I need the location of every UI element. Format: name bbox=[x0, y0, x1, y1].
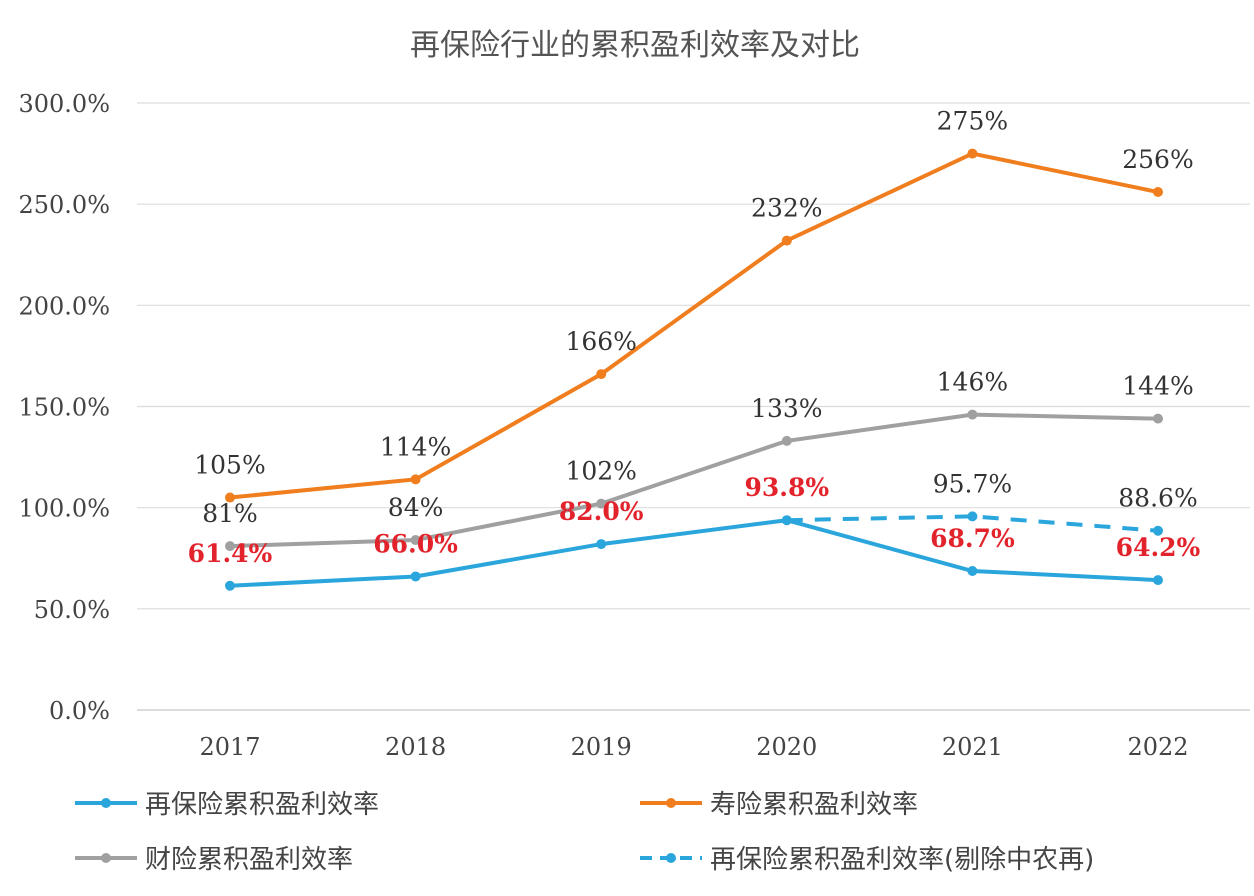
data-point bbox=[596, 369, 607, 380]
y-tick-label: 100.0% bbox=[18, 495, 110, 523]
y-tick-label: 200.0% bbox=[18, 292, 110, 320]
y-tick-label: 50.0% bbox=[34, 596, 110, 624]
y-tick-label: 150.0% bbox=[18, 394, 110, 422]
data-label: 95.7% bbox=[933, 469, 1012, 498]
legend-item: 寿险累积盈利效率 bbox=[640, 790, 918, 820]
legend-marker-icon bbox=[666, 798, 676, 808]
series-line bbox=[786, 514, 1159, 533]
data-label: 81% bbox=[202, 499, 258, 528]
data-label: 166% bbox=[565, 327, 636, 356]
data-point bbox=[225, 541, 235, 552]
legend-marker-icon bbox=[101, 853, 111, 863]
data-label: 114% bbox=[380, 432, 451, 461]
data-point bbox=[1153, 413, 1163, 424]
data-label: 105% bbox=[194, 451, 265, 480]
series-line bbox=[229, 151, 1159, 500]
data-label: 256% bbox=[1122, 145, 1193, 174]
legend-item: 财险累积盈利效率 bbox=[75, 845, 353, 875]
data-point bbox=[225, 492, 235, 503]
legend-item: 再保险累积盈利效率(剔除中农再) bbox=[640, 845, 1094, 875]
series-line bbox=[229, 518, 1159, 588]
data-label: 93.8% bbox=[744, 473, 829, 502]
x-tick-label: 2021 bbox=[942, 733, 1003, 761]
data-label: 64.2% bbox=[1116, 533, 1201, 562]
legend-label: 再保险累积盈利效率(剔除中农再) bbox=[710, 845, 1094, 875]
data-point bbox=[410, 571, 421, 582]
legend-label: 财险累积盈利效率 bbox=[145, 845, 353, 875]
x-tick-label: 2018 bbox=[385, 733, 446, 761]
y-tick-label: 250.0% bbox=[18, 191, 110, 219]
x-tick-label: 2017 bbox=[199, 733, 260, 761]
x-tick-label: 2022 bbox=[1127, 733, 1188, 761]
data-point bbox=[967, 511, 978, 522]
data-point bbox=[1153, 525, 1163, 536]
legend-label: 再保险累积盈利效率 bbox=[145, 790, 379, 820]
y-tick-label: 300.0% bbox=[18, 90, 110, 118]
legend-marker-icon bbox=[666, 853, 676, 863]
x-axis-ticks: 2017 2018 2019 2020 2021 2022 bbox=[199, 733, 1188, 761]
data-label: 68.7% bbox=[930, 524, 1015, 553]
data-label: 88.6% bbox=[1118, 484, 1197, 513]
data-point bbox=[596, 498, 607, 509]
data-point bbox=[1153, 575, 1163, 586]
data-label: 66.0% bbox=[373, 529, 458, 558]
x-tick-label: 2020 bbox=[756, 733, 817, 761]
data-point bbox=[225, 580, 235, 591]
data-label: 84% bbox=[388, 493, 444, 522]
data-point bbox=[596, 539, 607, 550]
series-line bbox=[229, 412, 1159, 549]
data-point bbox=[967, 409, 978, 420]
legend-item: 再保险累积盈利效率 bbox=[75, 790, 379, 820]
data-label: 232% bbox=[751, 194, 822, 223]
data-label: 102% bbox=[565, 457, 636, 486]
y-tick-label: 0.0% bbox=[49, 697, 110, 725]
data-point bbox=[1153, 187, 1163, 198]
data-point bbox=[410, 535, 421, 546]
series-lines bbox=[225, 148, 1163, 591]
data-label: 133% bbox=[751, 394, 822, 423]
chart-title: 再保险行业的累积盈利效率及对比 bbox=[410, 28, 860, 63]
legend-label: 寿险累积盈利效率 bbox=[710, 790, 918, 820]
x-tick-label: 2019 bbox=[571, 733, 632, 761]
data-point bbox=[410, 474, 421, 485]
legend-marker-icon bbox=[101, 798, 111, 808]
data-label: 144% bbox=[1122, 372, 1193, 401]
data-point bbox=[781, 435, 792, 446]
data-label: 82.0% bbox=[559, 497, 644, 526]
y-axis-ticks: 0.0% 50.0% 100.0% 150.0% 200.0% 250.0% 300.0% bbox=[18, 90, 110, 725]
data-label: 61.4% bbox=[188, 539, 273, 568]
data-point bbox=[967, 148, 978, 159]
data-point bbox=[967, 565, 978, 576]
data-label: 146% bbox=[937, 368, 1008, 397]
data-point bbox=[781, 235, 792, 246]
gridlines bbox=[137, 102, 1250, 711]
data-point bbox=[781, 515, 792, 526]
data-labels: 61.4% 66.0% 82.0% 93.8% 68.7% 64.2% 105% 114% 16… bbox=[188, 107, 1201, 568]
data-label: 275% bbox=[937, 107, 1008, 136]
